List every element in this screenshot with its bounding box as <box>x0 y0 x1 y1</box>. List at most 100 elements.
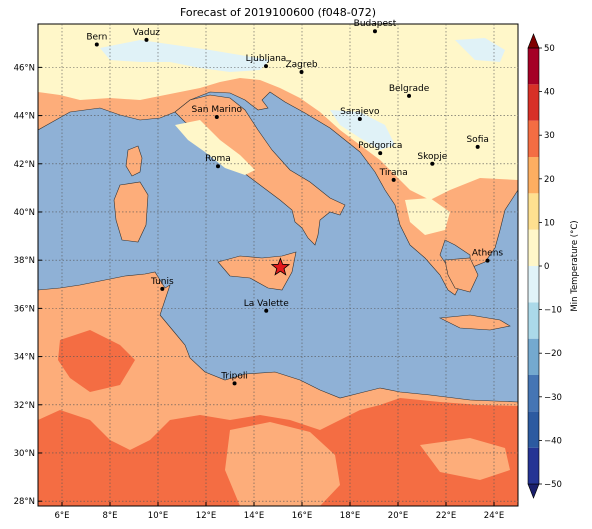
city-label: Roma <box>205 154 231 164</box>
city-dot <box>378 151 383 156</box>
city-dot <box>264 308 269 313</box>
sardinia <box>113 181 149 243</box>
colorbar-segment <box>528 120 539 157</box>
city-dot <box>372 29 377 34</box>
lon-tick-label: 12°E <box>196 511 216 521</box>
city-dot <box>232 381 237 386</box>
colorbar-segment <box>528 447 539 484</box>
colorbar-tick-label: 10 <box>544 218 555 228</box>
colorbar-tick-label: −10 <box>544 306 562 316</box>
balkan-mild-zone <box>405 198 450 235</box>
city-label: Vaduz <box>133 28 160 38</box>
star-icon <box>270 257 291 276</box>
colorbar-segment <box>528 266 539 303</box>
africa-cool-zone <box>225 422 340 506</box>
city-label: San Marino <box>192 105 243 115</box>
colorbar-segment <box>528 84 539 121</box>
city-dot <box>144 37 149 42</box>
colorbar: 50 40 30 20 10 0 −10 −20 −30 −40 −50 Min Temperatur… <box>527 33 580 499</box>
city-label: Ljubljana <box>246 54 287 64</box>
east-cool-zone <box>455 38 505 62</box>
colorbar-tick-label: 0 <box>544 262 549 272</box>
city-label: Tunis <box>150 277 174 287</box>
lat-tick-label: 40°N <box>14 208 35 218</box>
city-dot <box>264 64 268 69</box>
colorbar-tick-label: −20 <box>544 349 562 359</box>
lon-tick-label: 8°E <box>102 511 117 521</box>
colorbar-tick-label: −30 <box>544 393 562 403</box>
lat-tick-label: 38°N <box>14 256 35 266</box>
lon-tick-label: 14°E <box>244 511 264 521</box>
colorbar-segment <box>528 338 539 375</box>
colorbar-segment <box>528 302 539 339</box>
balkan-cool-zone <box>330 110 395 150</box>
sicily <box>217 251 297 291</box>
europe-mild-zone <box>38 24 518 200</box>
graticule <box>38 24 518 506</box>
city-label: Belgrade <box>389 84 430 94</box>
lat-tick-label: 34°N <box>14 353 35 363</box>
city-label: Bern <box>86 32 107 42</box>
city-dot <box>391 177 396 182</box>
city-label: Sarajevo <box>340 107 380 117</box>
city-dot <box>485 258 490 263</box>
colorbar-tick-label: 20 <box>544 175 555 185</box>
lon-tick-label: 18°E <box>340 511 360 521</box>
city-label: Budapest <box>354 19 397 29</box>
event-marker <box>270 257 291 276</box>
lon-tick-label: 24°E <box>484 511 504 521</box>
lat-tick-label: 46°N <box>14 63 35 73</box>
city-label: Athens <box>472 249 503 259</box>
lat-tick-label: 44°N <box>14 112 35 122</box>
city-label: Tirana <box>379 168 408 178</box>
axis-ticks: 6°E 8°E 10°E 12°E 14°E 16°E 18°E 20°E 22°E 24°E 28… <box>14 63 505 521</box>
lat-tick-label: 32°N <box>14 401 35 411</box>
map-frame <box>37 23 519 507</box>
colorbar-label: Min Temperature (°C) <box>570 220 580 311</box>
city-dot <box>430 161 435 166</box>
map-title: Forecast of 2019100600 (f048-072) <box>179 6 377 19</box>
lon-tick-label: 16°E <box>292 511 312 521</box>
africa-warm-zone-2 <box>58 330 135 392</box>
peloponnese <box>444 257 479 293</box>
city-label: Zagreb <box>285 60 317 70</box>
colorbar-min-extend <box>527 483 540 499</box>
apennine-mild-zone <box>175 120 255 175</box>
colorbar-tick-label: −40 <box>544 436 562 446</box>
city-dot <box>214 115 219 120</box>
city-label: Skopje <box>417 152 447 162</box>
lat-tick-label: 30°N <box>14 449 35 459</box>
colorbar-tick-label: 30 <box>544 131 555 141</box>
colorbar-tick-label: −50 <box>544 480 562 490</box>
colorbar-segment <box>528 48 539 85</box>
colorbar-tick-label: 50 <box>544 44 555 54</box>
lat-tick-label: 36°N <box>14 304 35 314</box>
city-dot <box>299 69 304 74</box>
city-dot <box>407 93 412 98</box>
colorbar-segment <box>528 375 539 412</box>
city-dot <box>475 144 480 149</box>
lon-tick-label: 22°E <box>436 511 456 521</box>
colorbar-segment <box>528 411 539 448</box>
lon-tick-label: 6°E <box>54 511 69 521</box>
colorbar-max-extend <box>527 33 540 49</box>
colorbar-tick-label: 40 <box>544 88 555 98</box>
lat-tick-label: 42°N <box>14 160 35 170</box>
colorbar-segment <box>528 157 539 194</box>
lon-tick-label: 20°E <box>388 511 408 521</box>
lon-tick-label: 10°E <box>148 511 168 521</box>
city-dot <box>216 164 220 169</box>
colorbar-segment <box>528 229 539 266</box>
lat-tick-label: 28°N <box>14 497 35 507</box>
city-label: La Valette <box>244 299 289 309</box>
city-dot <box>160 286 165 291</box>
africa-cool-zone-2 <box>420 438 510 480</box>
city-label: Sofia <box>466 135 488 145</box>
city-label: Tripoli <box>220 371 248 381</box>
city-dot <box>357 116 362 121</box>
corsica <box>125 145 143 177</box>
city-dot <box>94 42 99 47</box>
colorbar-segment <box>528 193 539 230</box>
